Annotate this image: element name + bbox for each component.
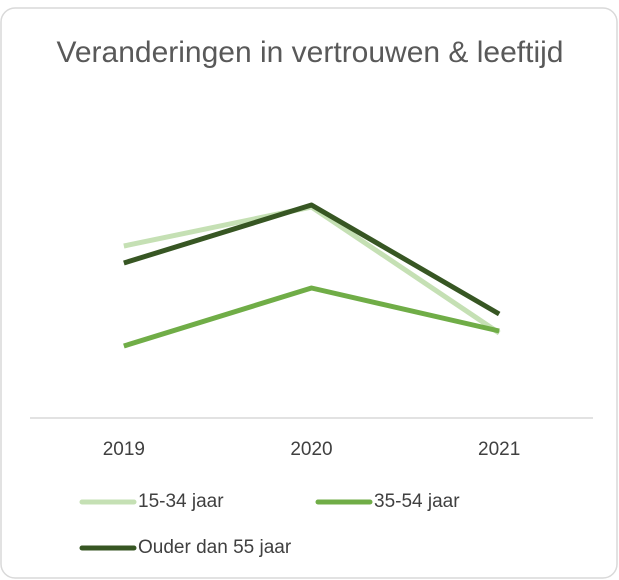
legend-label: Ouder dan 55 jaar [138, 537, 292, 558]
chart-title: Veranderingen in vertrouwen & leeftijd [56, 36, 564, 69]
x-tick-label: 2020 [290, 439, 332, 460]
data-line [123, 202, 501, 317]
legend-label: 15-34 jaar [138, 491, 224, 512]
data-line [123, 285, 500, 349]
chart-border [0, 7, 618, 579]
legend-label: 35-54 jaar [374, 491, 460, 512]
x-tick-label: 2019 [103, 439, 145, 460]
x-tick-label: 2021 [478, 439, 520, 460]
